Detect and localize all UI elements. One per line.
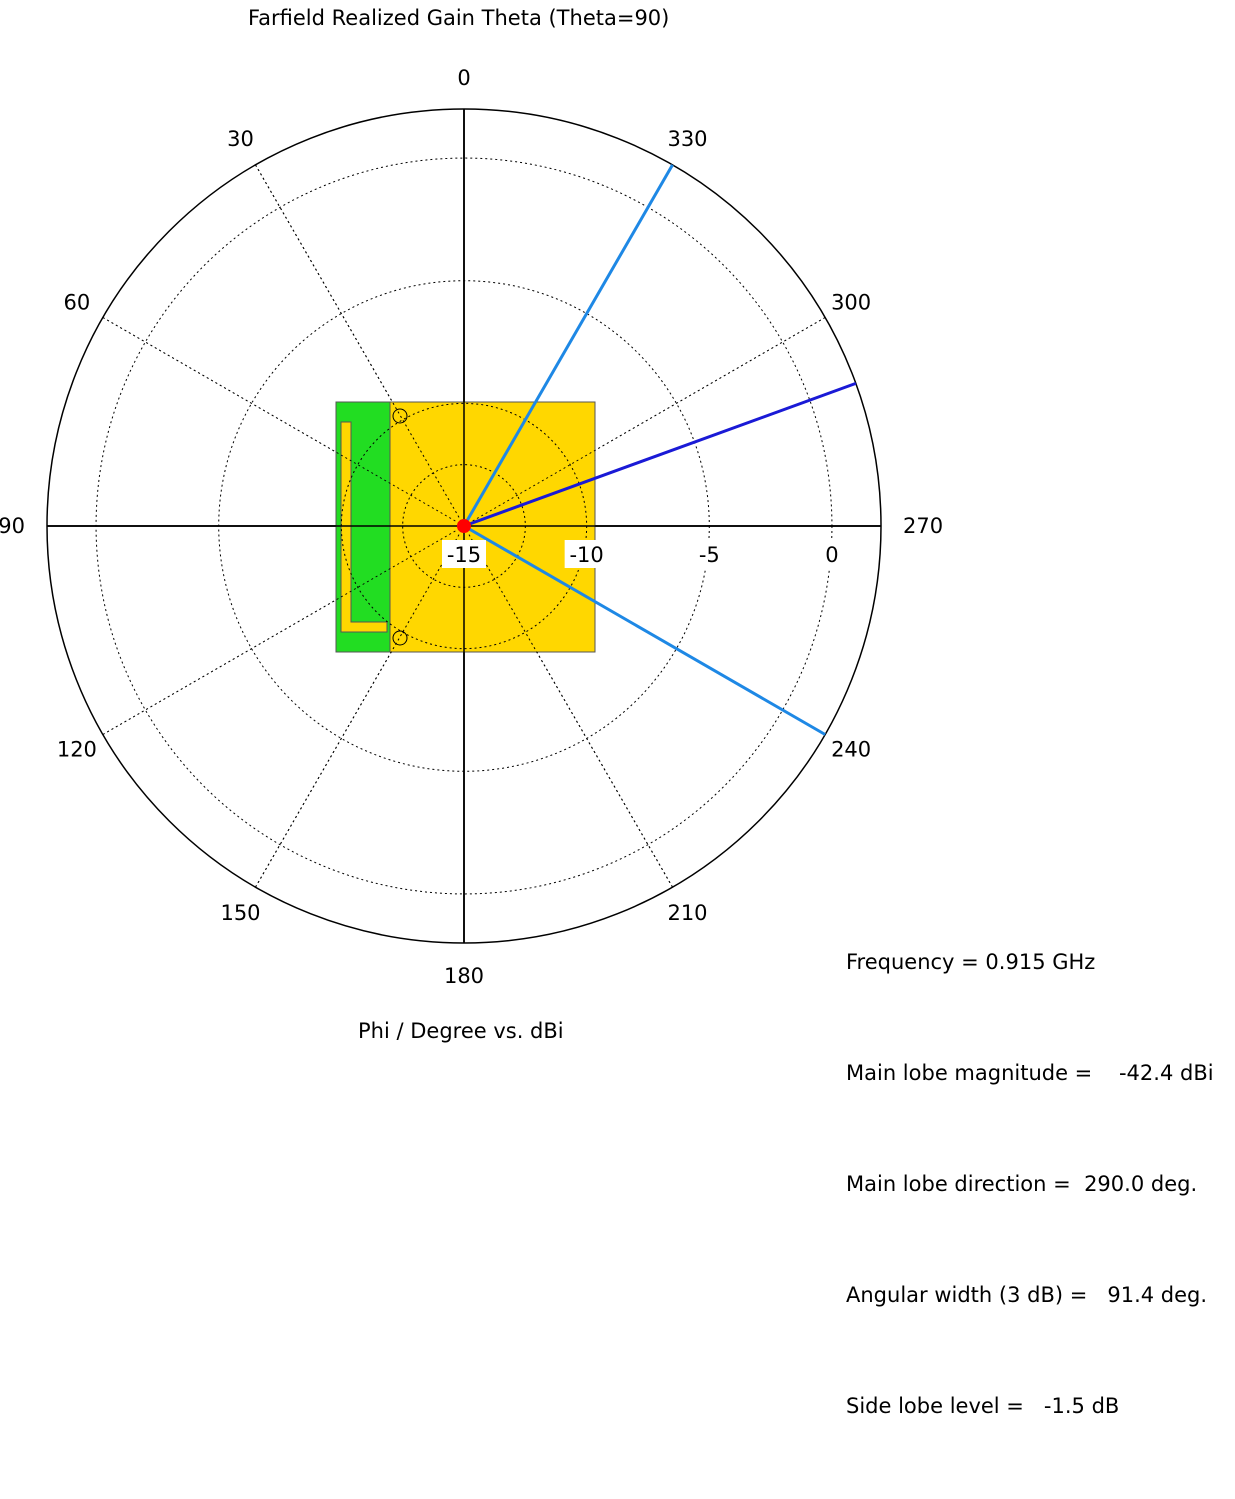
angle-tick-label-60: 60 — [64, 291, 91, 315]
x-axis-label: Phi / Degree vs. dBi — [358, 1019, 564, 1043]
series-0-line-240 — [463, 524, 826, 736]
angle-tick-label-240: 240 — [831, 738, 871, 762]
chart-title: Farfield Realized Gain Theta (Theta=90) — [248, 6, 670, 30]
info-angular-width: Angular width (3 dB) = 91.4 deg. — [846, 1283, 1208, 1307]
polar-chart: Farfield Realized Gain Theta (Theta=90) … — [0, 6, 1214, 1418]
angle-tick-label-270: 270 — [903, 514, 943, 538]
radial-tick-label-bg — [821, 540, 842, 568]
info-main-lobe-direction: Main lobe direction = 290.0 deg. — [846, 1172, 1198, 1196]
angle-tick-label-300: 300 — [831, 291, 871, 315]
inset-via — [392, 630, 408, 646]
radial-tick-label-3: 0 — [825, 543, 838, 567]
angle-tick-label-30: 30 — [227, 127, 254, 151]
info-main-lobe-magnitude: Main lobe magnitude = -42.4 dBi — [846, 1061, 1214, 1085]
info-panel: Frequency = 0.915 GHz Main lobe magnitud… — [846, 870, 1214, 1499]
inset-via — [392, 408, 408, 424]
radial-tick-label-bg — [693, 540, 726, 568]
radial-tick-label-1: -10 — [569, 543, 603, 567]
angle-tick-label-330: 330 — [667, 127, 707, 151]
radial-tick-label-2: -5 — [699, 543, 720, 567]
series-0-line-330 — [462, 164, 674, 527]
radial-tick-label-bg — [442, 540, 486, 568]
main-lobe-marker — [457, 519, 471, 533]
radial-tick-labels: -15 -10 -5 0 — [442, 540, 842, 568]
antenna-inset — [335, 401, 596, 653]
angle-tick-label-90: 90 — [0, 514, 25, 538]
angle-tick-label-120: 120 — [57, 738, 97, 762]
radial-tick-label-bg — [564, 540, 609, 568]
polar-plot: 0 30 60 90 120 150 180 210 240 270 300 330 -15 -10 -5… — [0, 66, 943, 988]
angle-tick-label-210: 210 — [667, 901, 707, 925]
angle-tick-labels: 0 30 60 90 120 150 180 210 240 270 300 330 — [0, 66, 943, 988]
series-layer — [457, 164, 857, 736]
series-1-line-290 — [463, 381, 857, 528]
info-frequency: Frequency = 0.915 GHz — [846, 950, 1096, 974]
info-side-lobe-level: Side lobe level = -1.5 dB — [846, 1394, 1120, 1418]
angle-tick-label-180: 180 — [444, 964, 484, 988]
angle-tick-label-0: 0 — [457, 66, 470, 90]
angle-tick-label-150: 150 — [220, 901, 260, 925]
radial-tick-label-0: -15 — [447, 543, 481, 567]
